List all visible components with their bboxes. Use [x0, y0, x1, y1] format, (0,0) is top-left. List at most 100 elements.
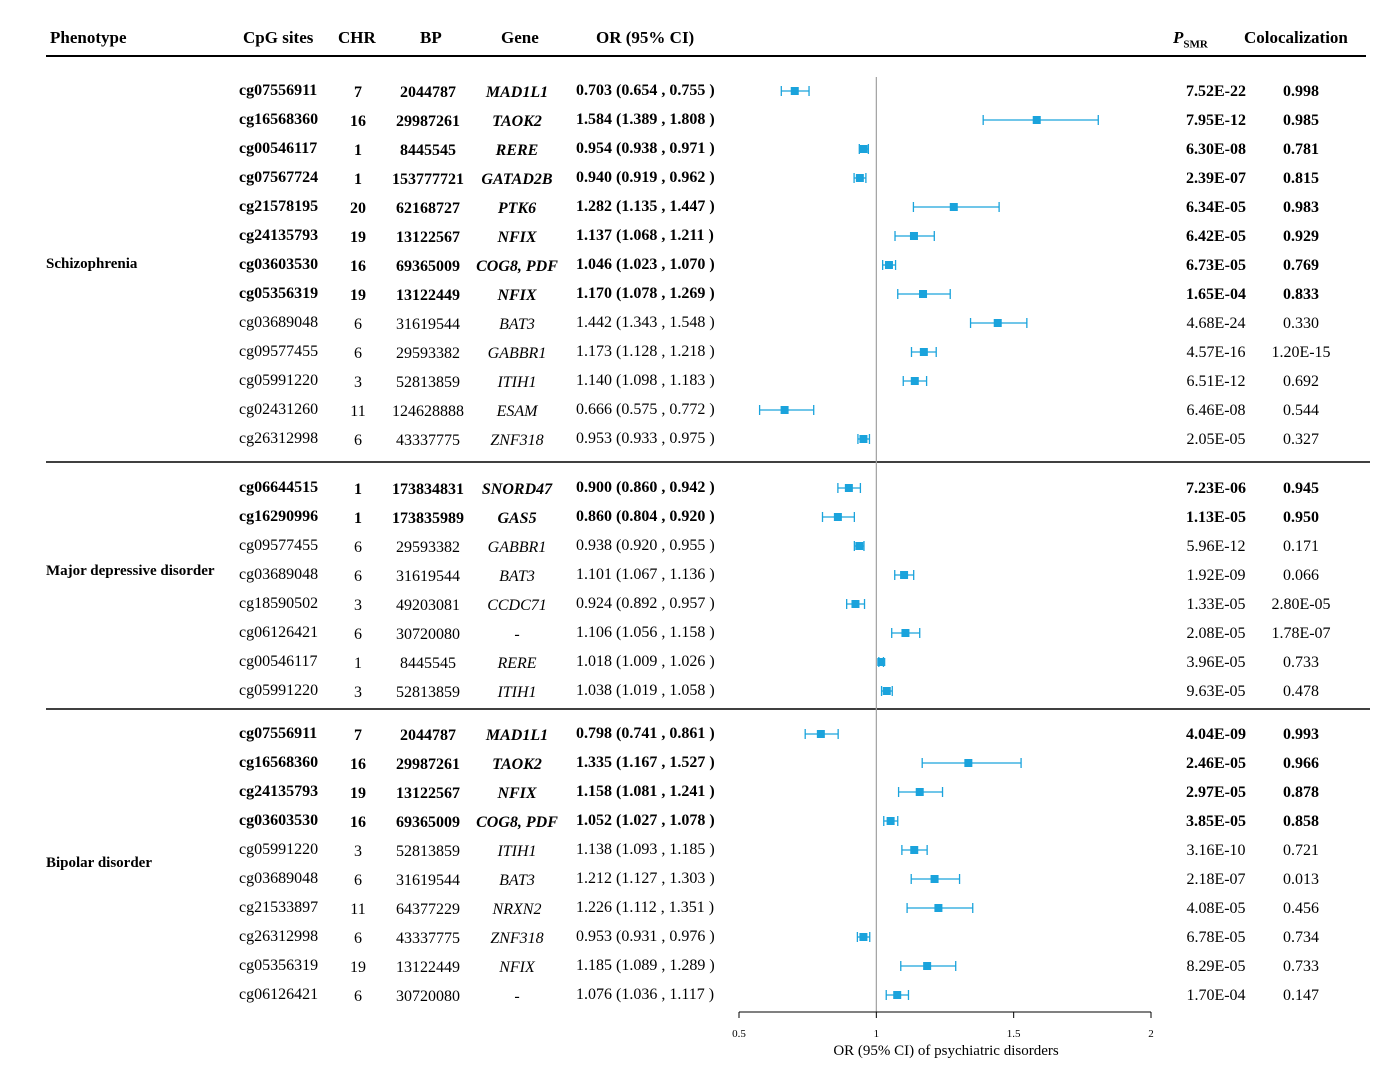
or-ci-cell: 1.106 (1.056 , 1.158 ) [576, 624, 715, 641]
header-colocalization: Colocalization [1244, 28, 1348, 47]
cpg-site-cell: cg03689048 [239, 314, 319, 331]
colocalization-cell: 0.950 [1283, 509, 1319, 526]
cpg-site-cell: cg18590502 [239, 595, 319, 612]
or-point [993, 319, 1002, 327]
bp-cell: 31619544 [396, 872, 460, 889]
or-point [851, 600, 860, 608]
colocalization-cell: 0.993 [1283, 726, 1319, 743]
bp-cell: 52813859 [396, 374, 460, 391]
or-ci-cell: 1.046 (1.023 , 1.070 ) [576, 256, 715, 273]
chr-cell: 1 [354, 142, 362, 159]
forest-mark [857, 434, 871, 444]
or-point [877, 658, 886, 666]
gene-cell: BAT3 [499, 316, 535, 333]
gene-cell: SNORD47 [481, 481, 553, 498]
bp-cell: 29593382 [396, 345, 460, 362]
bp-cell: 62168727 [396, 200, 460, 217]
gene-cell: TAOK2 [492, 113, 542, 130]
cpg-site-cell: cg03603530 [239, 256, 319, 273]
or-ci-cell: 1.226 (1.112 , 1.351 ) [576, 899, 715, 916]
forest-mark [894, 231, 935, 241]
p-smr-cell: 2.05E-05 [1186, 431, 1246, 448]
chr-cell: 1 [354, 481, 362, 498]
colocalization-cell: 0.147 [1283, 987, 1319, 1004]
cpg-site-cell: cg02431260 [239, 401, 319, 418]
chr-cell: 19 [350, 287, 366, 304]
forest-mark [897, 787, 944, 797]
forest-mark [912, 202, 1000, 212]
bp-cell: 173834831 [392, 481, 464, 498]
or-ci-cell: 1.173 (1.128 , 1.218 ) [576, 343, 715, 360]
colocalization-cell: 2.80E-05 [1271, 596, 1331, 613]
gene-cell: GABBR1 [487, 345, 547, 362]
chr-cell: 16 [350, 113, 366, 130]
gene-cell: GAS5 [497, 510, 537, 527]
colocalization-cell: 0.721 [1283, 842, 1319, 859]
bp-cell: 124628888 [392, 403, 464, 420]
or-point [910, 846, 919, 854]
bp-cell: 2044787 [400, 727, 456, 744]
or-point [910, 377, 919, 385]
or-ci-cell: 0.860 (0.804 , 0.920 ) [576, 508, 715, 525]
p-smr-cell: 3.85E-05 [1186, 813, 1246, 830]
forest-mark [804, 729, 839, 739]
gene-cell: ITIH1 [497, 684, 537, 701]
or-point [919, 290, 928, 298]
p-smr-cell: 8.29E-05 [1186, 958, 1246, 975]
colocalization-cell: 0.171 [1283, 538, 1319, 555]
phenotype-label: Schizophrenia [46, 256, 138, 272]
p-smr-cell: 6.30E-08 [1186, 141, 1246, 158]
forest-mark [858, 144, 870, 154]
chr-cell: 11 [350, 403, 366, 420]
or-ci-cell: 1.140 (1.098 , 1.183 ) [576, 372, 715, 389]
bp-cell: 13122567 [396, 229, 460, 246]
gene-cell: NFIX [499, 959, 535, 976]
bp-cell: 30720080 [396, 988, 460, 1005]
or-ci-cell: 0.703 (0.654 , 0.755 ) [576, 82, 715, 99]
phenotype-label: Major depressive disorder [46, 563, 215, 579]
or-point [790, 87, 799, 95]
or-point [909, 232, 918, 240]
forest-mark [880, 686, 893, 696]
forest-mark [853, 173, 867, 183]
cpg-site-cell: cg16568360 [239, 111, 319, 128]
cpg-site-cell: cg21533897 [239, 899, 319, 916]
colocalization-cell: 0.013 [1283, 871, 1319, 888]
bp-cell: 30720080 [396, 626, 460, 643]
cpg-site-cell: cg03603530 [239, 812, 319, 829]
forest-mark [921, 758, 1022, 768]
cpg-site-cell: cg05356319 [239, 957, 319, 974]
forest-mark [780, 86, 810, 96]
or-point [844, 484, 853, 492]
header-phenotype: Phenotype [50, 28, 127, 47]
p-smr-cell: 4.68E-24 [1186, 315, 1246, 332]
header-p-smr: PSMR [1173, 28, 1208, 50]
colocalization-cell: 0.833 [1283, 286, 1319, 303]
forest-mark [982, 115, 1099, 125]
chr-cell: 1 [354, 655, 362, 672]
or-ci-cell: 1.018 (1.009 , 1.026 ) [576, 653, 715, 670]
or-ci-cell: 1.076 (1.036 , 1.117 ) [576, 986, 715, 1003]
chr-cell: 1 [354, 171, 362, 188]
cpg-site-cell: cg07567724 [239, 169, 319, 186]
or-point [1032, 116, 1041, 124]
chr-cell: 3 [354, 843, 362, 860]
gene-cell: NRXN2 [492, 901, 542, 918]
colocalization-cell: 0.734 [1283, 929, 1319, 946]
chr-cell: 1 [354, 510, 362, 527]
forest-mark [969, 318, 1028, 328]
gene-cell: MAD1L1 [485, 84, 549, 101]
cpg-site-cell: cg16568360 [239, 754, 319, 771]
gene-cell: ZNF318 [490, 432, 544, 449]
p-smr-cell: 2.18E-07 [1186, 871, 1246, 888]
gene-cell: BAT3 [499, 872, 535, 889]
cpg-site-cell: cg21578195 [239, 198, 319, 215]
cpg-site-cell: cg06126421 [239, 986, 319, 1003]
gene-cell: COG8, PDF [476, 258, 558, 275]
bp-cell: 13122449 [396, 287, 460, 304]
or-point [934, 904, 943, 912]
bp-cell: 49203081 [396, 597, 460, 614]
chr-cell: 19 [350, 959, 366, 976]
cpg-site-cell: cg05991220 [239, 682, 319, 699]
bp-cell: 69365009 [396, 814, 460, 831]
